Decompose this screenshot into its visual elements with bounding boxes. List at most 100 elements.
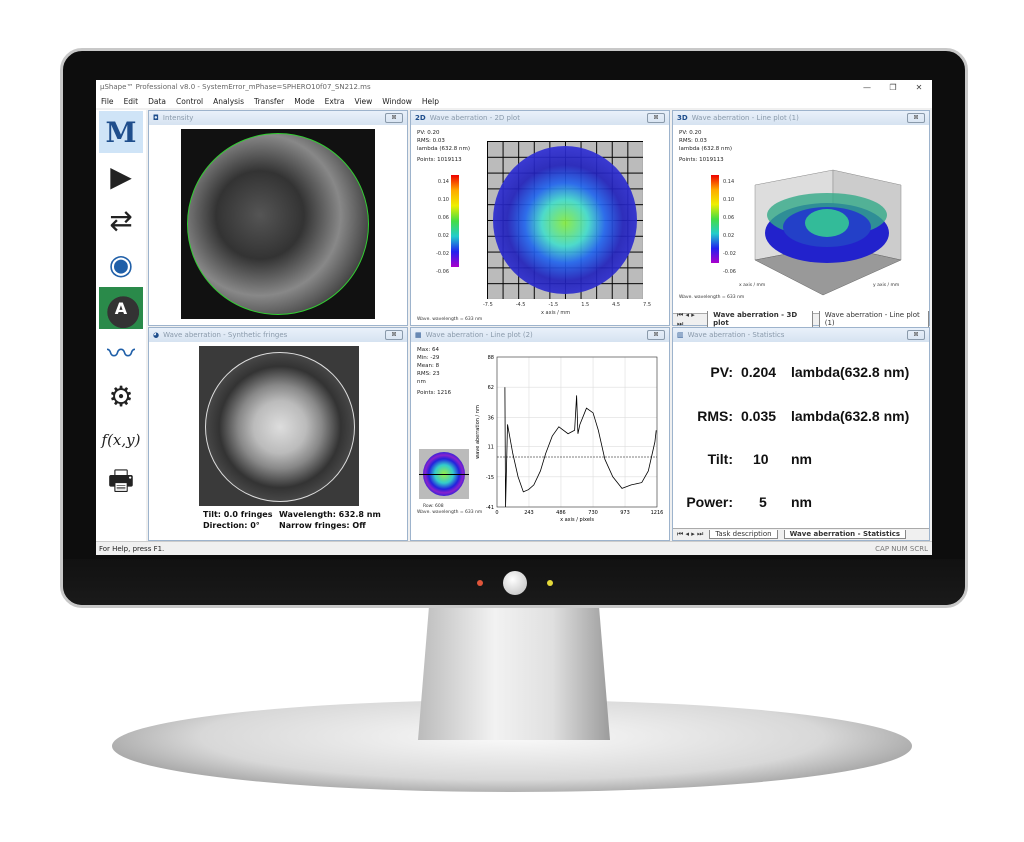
menu-control[interactable]: Control: [176, 96, 204, 106]
play-icon[interactable]: ▶: [110, 159, 132, 193]
wavelength-text: Wavelength: 632.8 nm: [279, 510, 381, 519]
pv-value: 0.204: [741, 364, 777, 380]
statistics-panel: ▥ Wave aberration - Statistics ⊠ PV: 0.204…: [672, 327, 930, 541]
panel-close-button[interactable]: ⊠: [647, 330, 665, 340]
mean-value: 8: [435, 363, 440, 369]
menu-analysis[interactable]: Analysis: [213, 96, 245, 106]
x-axis-label: x axis / mm: [541, 310, 571, 316]
yellow-led-icon: [547, 580, 553, 586]
tab-strip: ⏮ ◂ ▸ ⏭ Task description Wave aberration…: [673, 528, 929, 540]
menu-bar: File Edit Data Control Analysis Transfer…: [96, 94, 932, 108]
rms-label: RMS:: [697, 408, 733, 424]
panel-close-button[interactable]: ⊠: [385, 113, 403, 123]
y-tick-label: -15: [486, 475, 494, 481]
analysis-a-icon[interactable]: A: [99, 287, 143, 329]
restore-button[interactable]: ❐: [889, 82, 897, 92]
tab-statistics[interactable]: Wave aberration - Statistics: [783, 530, 907, 539]
menu-help[interactable]: Help: [421, 96, 439, 106]
tilt-label: Tilt:: [707, 451, 733, 467]
menu-mode[interactable]: Mode: [294, 96, 315, 106]
left-toolbar: M ▶ ⇄ ◉ A 〰 ⚙ f(x,y) 🖶: [96, 110, 146, 541]
panel-close-button[interactable]: ⊠: [907, 330, 925, 340]
minimize-button[interactable]: —: [863, 82, 871, 92]
tab-nav-arrows[interactable]: ⏮ ◂ ▸ ⏭: [677, 530, 704, 538]
power-label: Power:: [686, 494, 733, 510]
panel-close-button[interactable]: ⊠: [907, 113, 925, 123]
row-text: Row: 608: [423, 504, 444, 509]
power-unit: nm: [791, 494, 812, 510]
colorbar-tick: 0.10: [437, 197, 449, 203]
x-tick: 1.5: [581, 302, 590, 308]
fringes-image: [199, 346, 359, 506]
points-label: Points:: [679, 157, 698, 163]
status-help-text: For Help, press F1.: [99, 544, 165, 553]
points-value: 1019113: [437, 157, 462, 163]
colorbar-tick: 0.02: [437, 233, 449, 239]
tab-nav-arrows[interactable]: ⏮ ◂ ▸ ⏭: [677, 310, 695, 328]
print-export-icon[interactable]: 🖶: [107, 464, 135, 497]
eye-icon[interactable]: ◉: [108, 247, 134, 281]
power-value: 5: [759, 494, 767, 510]
unit-label: nm: [417, 379, 426, 385]
tilt-value: 10: [753, 451, 769, 467]
data-series-line: [504, 387, 657, 508]
x-axis-label: x axis / mm: [739, 283, 766, 288]
max-value: 64: [431, 347, 439, 353]
window-title: µShape™ Professional v8.0 - SystemError_…: [100, 83, 371, 91]
unit-label: lambda (632.8 nm): [417, 146, 470, 152]
menu-extra[interactable]: Extra: [324, 96, 345, 106]
x-tick-label: 0: [495, 510, 498, 516]
tab-task-description[interactable]: Task description: [709, 530, 778, 539]
red-led-icon: [477, 580, 483, 586]
plot-2d-panel: 2D Wave aberration - 2D plot ⊠ PV: 0.20 RM…: [410, 110, 670, 326]
rms-label: RMS:: [679, 138, 693, 144]
m-logo-icon[interactable]: M: [99, 111, 143, 153]
colorbar-tick: 0.06: [723, 215, 735, 221]
x-tick-label: 730: [588, 510, 598, 516]
tab-line-plot-1[interactable]: Wave aberration - Line plot (1): [818, 311, 929, 328]
gear-icon[interactable]: ⚙: [108, 379, 134, 413]
intensity-panel: ◘ Intensity ⊠: [148, 110, 408, 326]
colorbar-tick: -0.02: [723, 251, 736, 257]
line-plot-icon: ▦: [415, 331, 422, 339]
power-button[interactable]: [503, 571, 527, 595]
pv-label: PV:: [710, 364, 733, 380]
line-position-thumbnail: [419, 449, 469, 499]
panel-close-button[interactable]: ⊠: [647, 113, 665, 123]
x-tick-label: 243: [524, 510, 534, 516]
tab-3d-plot[interactable]: Wave aberration - 3D plot: [707, 311, 813, 328]
fringes-icon: ◕: [153, 331, 160, 339]
menu-transfer[interactable]: Transfer: [254, 96, 285, 106]
panel-close-button[interactable]: ⊠: [385, 330, 403, 340]
colorbar-tick: -0.06: [436, 269, 449, 275]
y-tick-label: 62: [488, 385, 494, 391]
function-icon[interactable]: f(x,y): [101, 431, 141, 449]
wave-icon[interactable]: 〰: [106, 337, 135, 370]
rms-label: RMS:: [417, 371, 431, 377]
x-tick: 4.5: [612, 302, 621, 308]
rms-value: 0.03: [694, 138, 707, 144]
menu-data[interactable]: Data: [148, 96, 167, 106]
points-value: 1019113: [699, 157, 724, 163]
panel-title: Wave aberration - Line plot (2): [425, 331, 533, 339]
statistics-icon: ▥: [677, 331, 684, 339]
close-button[interactable]: ✕: [915, 82, 923, 92]
colorbar: [451, 175, 459, 267]
menu-window[interactable]: Window: [382, 96, 412, 106]
y-tick-label: 88: [488, 355, 494, 361]
colorbar-tick: 0.02: [723, 233, 735, 239]
step-icon[interactable]: ⇄: [109, 203, 133, 237]
x-tick: -7.5: [483, 302, 493, 308]
menu-file[interactable]: File: [101, 96, 114, 106]
menu-edit[interactable]: Edit: [123, 96, 139, 106]
menu-view[interactable]: View: [354, 96, 373, 106]
narrow-fringes-text: Narrow fringes: Off: [279, 521, 366, 530]
mean-label: Mean:: [417, 363, 434, 369]
pv-label: PV:: [679, 130, 688, 136]
2d-badge: 2D: [415, 114, 426, 122]
colorbar: [711, 175, 719, 263]
points-value: 1216: [437, 390, 452, 396]
footer-text: Wave. wavelength = 633 nm: [417, 317, 483, 322]
footer-text: Wave. wavelength = 633 nm: [679, 295, 745, 300]
colorbar-tick: -0.06: [723, 269, 736, 275]
